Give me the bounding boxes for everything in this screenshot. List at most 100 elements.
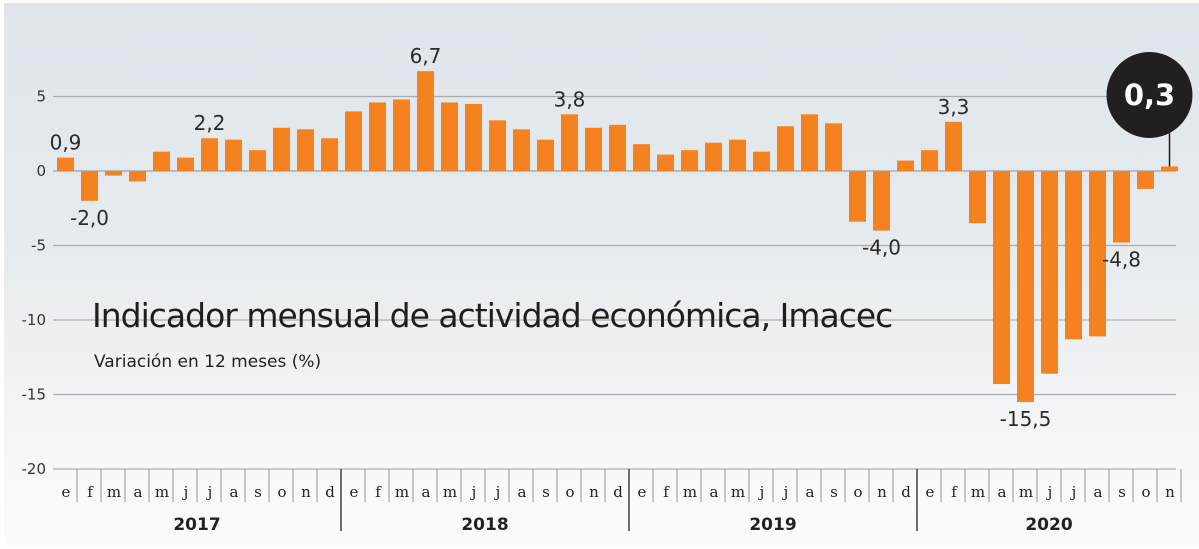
data-label: 3,3 [938, 95, 970, 119]
chart-subtitle: Variación en 12 meses (%) [94, 352, 321, 372]
bar-abr-2018 [417, 71, 434, 171]
bar-oct-2018 [561, 114, 578, 171]
month-label: d [613, 483, 623, 501]
badge-value: 0,3 [1124, 78, 1175, 112]
month-label: e [62, 483, 71, 501]
bar-nov-2017 [297, 129, 314, 171]
bar-oct-2017 [273, 127, 290, 171]
month-label: j [206, 483, 213, 501]
data-label: 6,7 [410, 44, 442, 68]
bar-ene-2017 [57, 157, 74, 171]
data-label: 0,9 [50, 131, 82, 155]
bar-ene-2018 [345, 111, 362, 171]
month-label: e [350, 483, 359, 501]
data-label: 2,2 [194, 111, 226, 135]
year-label-2017: 2017 [173, 515, 220, 535]
year-label-2018: 2018 [461, 515, 508, 535]
bar-jun-2020 [1041, 171, 1058, 374]
month-label: s [542, 483, 550, 501]
month-label: d [901, 483, 911, 501]
data-label: 3,8 [554, 87, 586, 111]
month-label: f [375, 483, 382, 501]
month-label: j [782, 483, 789, 501]
bar-oct-2020 [1137, 171, 1154, 189]
bar-mar-2017 [105, 171, 122, 176]
month-label: n [301, 483, 311, 501]
month-label: m [971, 483, 985, 501]
month-label: n [877, 483, 887, 501]
bar-ago-2018 [513, 129, 530, 171]
bar-ene-2019 [633, 144, 650, 171]
month-label: o [1141, 483, 1150, 501]
data-label: -4,8 [1102, 248, 1141, 272]
bar-jun-2018 [465, 103, 482, 171]
month-label: f [663, 483, 670, 501]
month-label: m [107, 483, 121, 501]
month-label: j [182, 483, 189, 501]
bar-ene-2020 [921, 150, 938, 171]
bar-oct-2019 [849, 171, 866, 222]
bar-jul-2017 [201, 138, 218, 171]
month-label: m [731, 483, 745, 501]
bar-jul-2020 [1065, 171, 1082, 340]
month-label: s [1118, 483, 1126, 501]
bar-feb-2017 [81, 171, 98, 201]
bar-sep-2020 [1113, 171, 1130, 243]
bar-mar-2020 [969, 171, 986, 224]
bar-jun-2017 [177, 157, 194, 171]
data-label: -2,0 [70, 206, 109, 230]
imacec-bar-chart: 5 0 -5 -10 -15 -20 0,9 -2,0 2,2 6,7 3,8 -4,0 3,3 -15… [22, 44, 1193, 535]
bar-jun-2019 [753, 151, 770, 171]
month-label: s [254, 483, 262, 501]
month-label: f [951, 483, 958, 501]
bar-mar-2019 [681, 150, 698, 171]
month-label: n [1165, 483, 1175, 501]
month-label: j [758, 483, 765, 501]
y-tick-label: -20 [22, 460, 47, 478]
bar-abr-2019 [705, 142, 722, 171]
month-label: m [683, 483, 697, 501]
data-labels: 0,9 -2,0 2,2 6,7 3,8 -4,0 3,3 -15,5 -4,8 [50, 44, 1141, 431]
bar-mar-2018 [393, 99, 410, 171]
bar-may-2020 [1017, 171, 1034, 402]
bar-may-2018 [441, 102, 458, 171]
bar-sep-2019 [825, 123, 842, 171]
bar-dic-2019 [897, 160, 914, 171]
bar-ago-2017 [225, 139, 242, 171]
data-label: -15,5 [1000, 407, 1052, 431]
month-label: n [589, 483, 599, 501]
year-label-2020: 2020 [1025, 515, 1072, 535]
bar-sep-2017 [249, 150, 266, 171]
badge-circle [1106, 52, 1193, 138]
y-tick-label: 5 [36, 88, 46, 106]
bar-ago-2019 [801, 114, 818, 171]
month-label: o [565, 483, 574, 501]
month-label: a [998, 483, 1007, 501]
y-tick-label: -10 [22, 311, 47, 329]
month-label: m [443, 483, 457, 501]
month-label: j [1070, 483, 1077, 501]
y-tick-label: -15 [22, 386, 47, 404]
month-label: a [230, 483, 239, 501]
year-label-2019: 2019 [749, 515, 796, 535]
month-label: m [1019, 483, 1033, 501]
bar-abr-2020 [993, 171, 1010, 385]
bar-ago-2020 [1089, 171, 1106, 337]
month-label: m [395, 483, 409, 501]
bar-feb-2020 [945, 121, 962, 171]
month-label: a [710, 483, 719, 501]
month-label: o [277, 483, 286, 501]
bar-sep-2018 [537, 139, 554, 171]
y-tick-label: -5 [31, 237, 46, 255]
month-label: f [87, 483, 94, 501]
month-label: j [470, 483, 477, 501]
bar-feb-2019 [657, 154, 674, 171]
bar-nov-2020 [1161, 166, 1178, 171]
bar-abr-2017 [129, 171, 146, 182]
month-label: d [325, 483, 335, 501]
bar-dic-2018 [609, 124, 626, 171]
chart-title: Indicador mensual de actividad económica… [92, 296, 892, 335]
month-label: a [134, 483, 143, 501]
bar-may-2017 [153, 151, 170, 171]
